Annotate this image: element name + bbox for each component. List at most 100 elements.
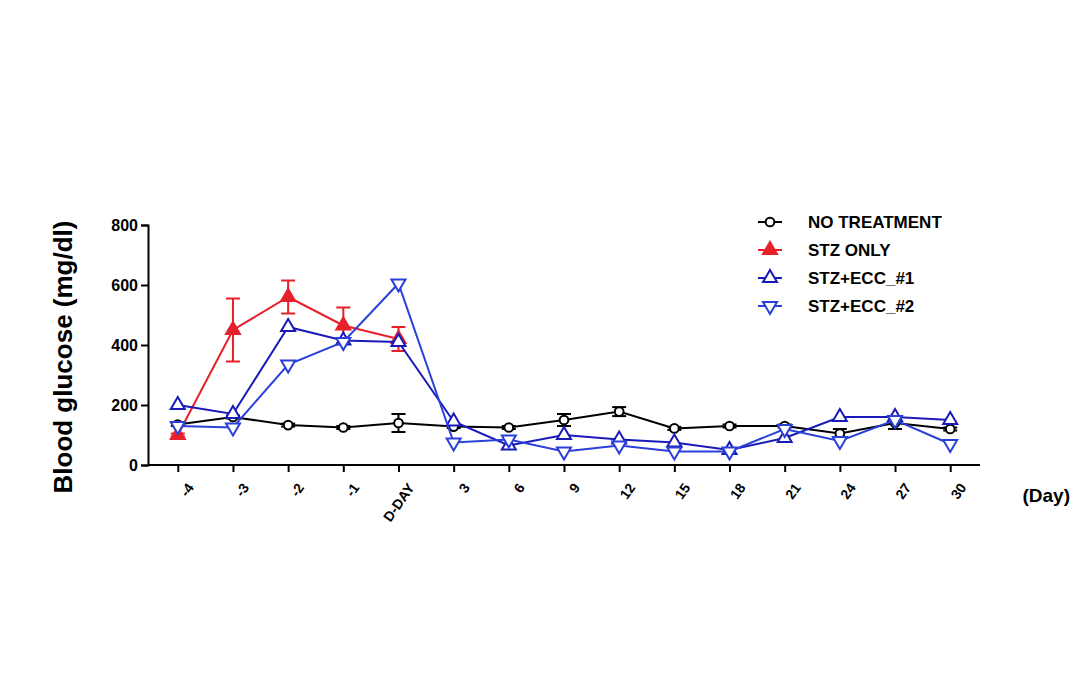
marker	[943, 412, 957, 424]
error-bar-cap	[391, 431, 405, 433]
legend-marker	[763, 270, 777, 282]
legend-entry: STZ ONLY	[758, 241, 891, 260]
x-tick: 18	[727, 465, 749, 502]
x-tick-mark	[453, 465, 455, 472]
legend-marker	[763, 302, 777, 314]
marker	[612, 441, 626, 453]
legend-label: STZ+ECC_#1	[808, 269, 914, 288]
x-tick-label: 24	[837, 480, 859, 502]
x-tick-label: -4	[177, 480, 197, 500]
error-bar	[612, 407, 626, 416]
marker	[447, 413, 461, 425]
legend-entry: NO TREATMENT	[758, 213, 942, 232]
x-tick-mark	[619, 465, 621, 472]
error-bar	[281, 281, 295, 314]
x-tick-mark	[232, 465, 234, 472]
x-tick: 21	[782, 465, 804, 502]
y-tick-label: 400	[111, 337, 138, 354]
marker	[336, 317, 350, 329]
error-bar-cap	[391, 326, 405, 328]
y-tick: 0	[129, 457, 148, 474]
marker	[725, 422, 734, 431]
x-tick-label: 3	[455, 480, 473, 496]
marker	[888, 416, 902, 428]
x-tick-mark	[564, 465, 566, 472]
y-tick-mark	[141, 405, 148, 407]
y-tick: 400	[111, 337, 148, 354]
marker	[336, 338, 350, 350]
y-tick-mark	[141, 345, 148, 347]
legend: NO TREATMENTSTZ ONLYSTZ+ECC_#1STZ+ECC_#2	[758, 213, 942, 316]
x-tick-label: 12	[616, 480, 638, 502]
x-tick-label: 6	[510, 480, 528, 496]
marker	[281, 360, 295, 372]
marker	[557, 447, 571, 459]
error-bar	[226, 299, 240, 362]
x-tick: 3	[454, 465, 473, 496]
x-tick-label: 15	[671, 480, 693, 502]
error-bar-cap	[336, 307, 350, 309]
x-tick-mark	[343, 465, 345, 472]
legend-marker	[766, 218, 775, 227]
x-tick-label: 21	[782, 480, 804, 502]
x-tick: -3	[232, 465, 252, 499]
marker	[339, 423, 348, 432]
line	[178, 284, 950, 452]
y-tick: 200	[111, 397, 148, 414]
y-tick-mark	[141, 225, 148, 227]
x-tick: 6	[509, 465, 528, 496]
marker	[284, 421, 293, 430]
marker	[171, 422, 185, 434]
marker	[281, 289, 295, 301]
x-tick: -4	[177, 465, 197, 499]
marker	[615, 407, 624, 416]
y-tick-label: 0	[129, 457, 138, 474]
x-tick-label: D-DAY	[380, 480, 418, 525]
x-axis: -4-3-2-1D-DAY36912151821242730	[148, 465, 980, 525]
x-tick: -2	[287, 465, 307, 499]
marker	[504, 423, 513, 432]
error-bar-cap	[391, 413, 405, 415]
y-tick-mark	[141, 465, 148, 467]
line	[178, 327, 950, 450]
chart: 0200400600800-4-3-2-1D-DAY36912151821242…	[0, 0, 1088, 674]
x-tick-mark	[508, 465, 510, 472]
x-tick-mark	[895, 465, 897, 472]
plot-area	[171, 279, 957, 459]
x-tick: -1	[342, 465, 362, 499]
legend-entry: STZ+ECC_#1	[758, 269, 914, 288]
x-tick-label: 30	[947, 480, 969, 502]
marker	[226, 406, 240, 418]
x-tick-mark	[398, 465, 400, 472]
marker	[778, 425, 792, 437]
marker	[281, 319, 295, 331]
x-tick-mark	[177, 465, 179, 472]
error-bar	[557, 414, 571, 426]
y-tick: 800	[111, 217, 148, 234]
x-tick: D-DAY	[380, 465, 418, 525]
marker	[667, 434, 681, 446]
y-axis: 0 200 400 600 800	[111, 217, 148, 474]
marker	[226, 322, 240, 334]
x-tick: 27	[892, 465, 914, 502]
legend-label: STZ ONLY	[808, 241, 891, 260]
y-tick-label: 600	[111, 277, 138, 294]
marker	[391, 279, 405, 291]
marker	[171, 397, 185, 409]
y-axis-line	[141, 226, 149, 466]
y-tick-label: 200	[111, 397, 138, 414]
x-tick-label: -2	[287, 480, 307, 500]
x-tick: 24	[837, 465, 859, 502]
series	[171, 319, 957, 454]
series	[171, 279, 957, 459]
y-tick-label: 800	[111, 217, 138, 234]
marker	[447, 438, 461, 450]
legend-marker	[763, 242, 777, 254]
x-tick-mark	[839, 465, 841, 472]
marker	[833, 409, 847, 421]
x-tick-mark	[950, 465, 952, 472]
x-tick-mark	[288, 465, 290, 472]
marker	[226, 423, 240, 435]
marker	[502, 435, 516, 447]
marker	[391, 334, 405, 346]
